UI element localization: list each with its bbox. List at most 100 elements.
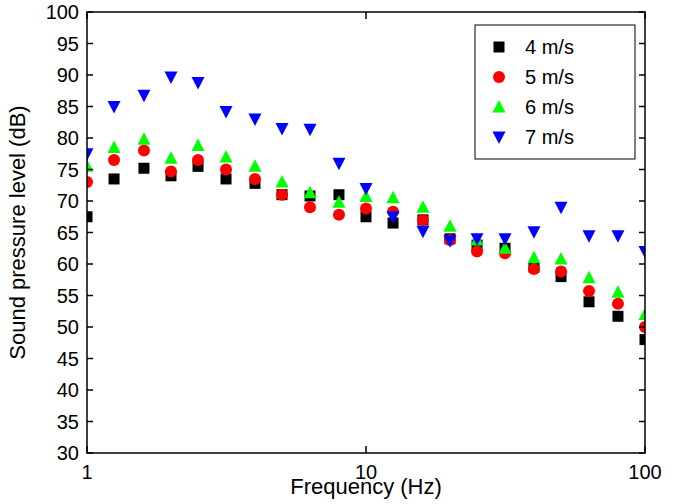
point [583, 230, 596, 243]
y-axis-label: Sound pressure level (dB) [5, 105, 30, 359]
points [87, 71, 645, 345]
point [443, 235, 456, 248]
legend-label: 7 m/s [525, 126, 574, 148]
legend-label: 4 m/s [525, 36, 574, 58]
point [360, 183, 373, 196]
point [137, 90, 150, 103]
point [276, 189, 288, 201]
y-tick [639, 263, 645, 265]
point [108, 140, 121, 153]
point [639, 307, 646, 320]
point [611, 285, 624, 298]
point [304, 124, 317, 136]
x-tick-label: 100 [628, 461, 661, 483]
y-tick [87, 358, 93, 360]
y-tick [639, 358, 645, 360]
point [417, 214, 429, 226]
point [471, 245, 483, 257]
x-axis-label: Frequency (Hz) [290, 474, 442, 499]
point [220, 106, 233, 119]
x-tick [644, 446, 646, 453]
y-tick [639, 232, 645, 234]
point [108, 154, 120, 166]
point [108, 101, 121, 114]
y-tick-label: 85 [57, 96, 79, 118]
point [220, 150, 233, 163]
point [584, 296, 595, 307]
y-tick [87, 263, 93, 265]
y-tick-label: 35 [57, 411, 79, 433]
y-tick [87, 43, 93, 45]
y-tick-label: 50 [57, 316, 79, 338]
point [332, 158, 345, 171]
point [555, 266, 567, 278]
y-tick [639, 452, 645, 454]
y-tick-label: 95 [57, 33, 79, 55]
legend-symbol [494, 42, 505, 53]
point [471, 233, 484, 246]
point [164, 151, 177, 164]
point [192, 77, 205, 90]
point [137, 132, 150, 145]
y-tick [639, 389, 645, 391]
point [304, 186, 317, 199]
point [527, 226, 540, 239]
y-tick [639, 169, 645, 171]
point [138, 163, 149, 174]
point [220, 164, 232, 176]
point [109, 173, 120, 184]
plot-frame [87, 12, 645, 453]
point [499, 233, 512, 246]
point [332, 195, 345, 208]
y-tick [87, 326, 93, 328]
point [165, 165, 177, 177]
y-tick [87, 295, 93, 297]
point [276, 123, 289, 136]
point [640, 334, 646, 345]
y-tick [639, 106, 645, 108]
y-tick [639, 137, 645, 139]
y-tick [87, 389, 93, 391]
point [277, 189, 288, 200]
point [192, 154, 204, 166]
x-tick [644, 12, 646, 19]
point [164, 71, 177, 84]
y-tick [87, 106, 93, 108]
point [417, 214, 428, 225]
point [387, 211, 400, 224]
y-tick [639, 295, 645, 297]
point [639, 321, 645, 333]
point [87, 211, 93, 222]
point [639, 246, 646, 259]
chart: 3035404550556065707580859095100110100Fre… [0, 0, 675, 504]
y-tick-label: 75 [57, 159, 79, 181]
point [416, 200, 429, 213]
point [249, 173, 261, 185]
legend-symbol [493, 71, 505, 83]
point [583, 285, 595, 297]
point [87, 159, 94, 172]
point [138, 145, 150, 157]
y-tick-label: 30 [57, 442, 79, 464]
y-tick [639, 43, 645, 45]
point [248, 159, 261, 172]
point [555, 252, 568, 264]
point [612, 311, 623, 322]
legend-label: 6 m/s [525, 96, 574, 118]
y-tick [87, 169, 93, 171]
point [248, 114, 261, 127]
y-tick-label: 90 [57, 64, 79, 86]
y-tick [639, 200, 645, 202]
y-tick-label: 55 [57, 285, 79, 307]
y-tick [639, 74, 645, 76]
point [192, 139, 205, 152]
point [528, 263, 540, 275]
y-tick [87, 232, 93, 234]
y-tick-label: 100 [46, 1, 79, 23]
point [304, 201, 316, 213]
point [555, 202, 568, 215]
legend-box [475, 25, 635, 159]
point [611, 230, 624, 243]
point [276, 175, 289, 188]
y-tick [639, 11, 645, 13]
